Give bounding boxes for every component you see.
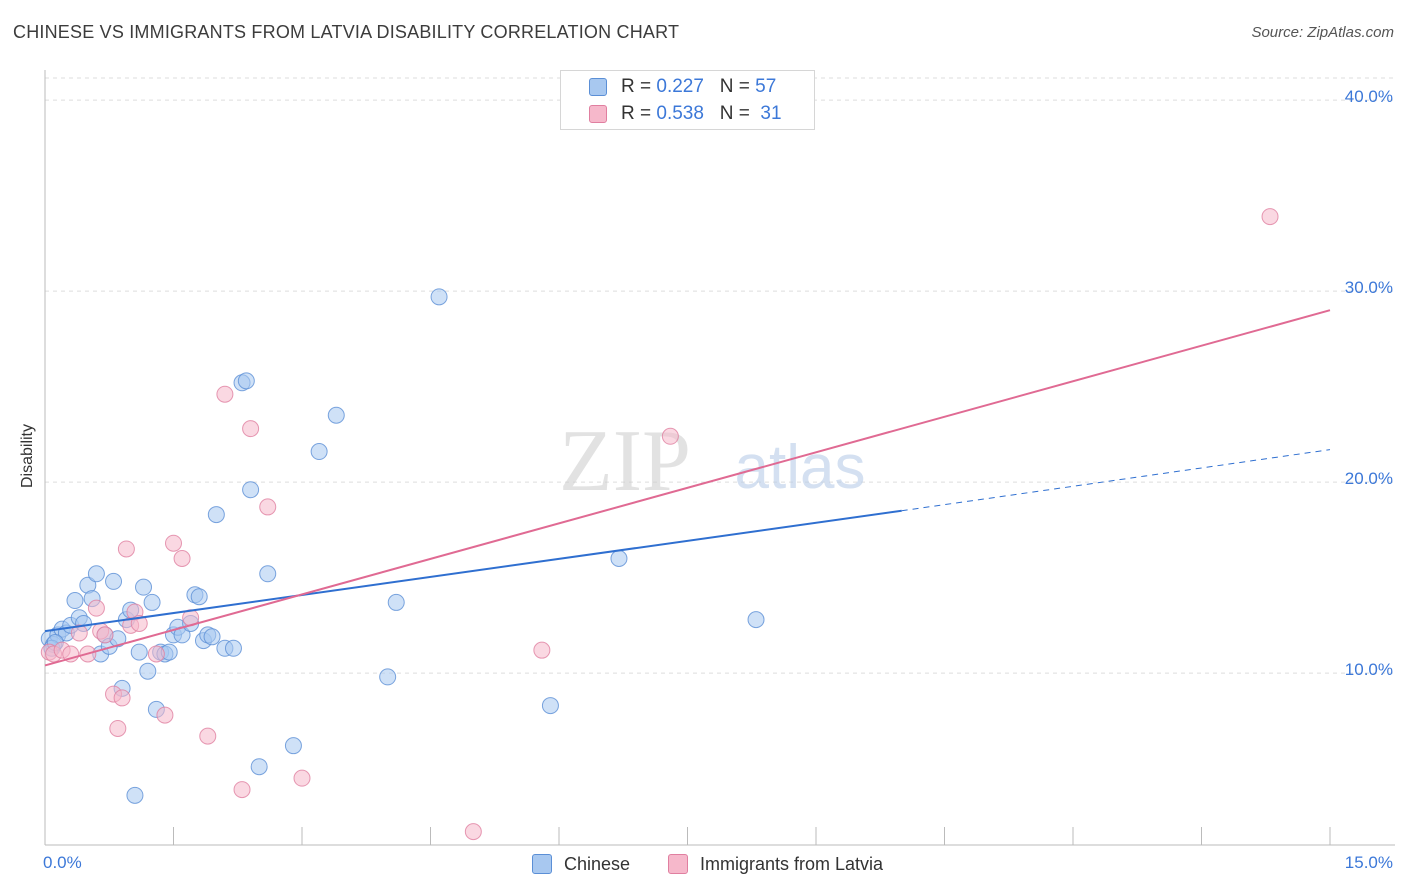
chinese-point: [387, 593, 405, 611]
y-tick-20: 20.0%: [1344, 469, 1393, 488]
latvia-point: [130, 614, 148, 632]
r-value: 0.227: [656, 76, 704, 97]
legend-item-latvia: Immigrants from Latvia: [668, 852, 883, 876]
chinese-point: [242, 481, 260, 499]
y-tick-10: 10.0%: [1344, 660, 1393, 679]
legend-label-latvia: Immigrants from Latvia: [700, 853, 884, 874]
chinese-trend-extension: [901, 449, 1331, 512]
chinese-point: [379, 668, 397, 686]
chinese-point: [747, 611, 765, 629]
latvia-point: [661, 427, 679, 445]
chinese-point: [130, 643, 148, 661]
latvia-point: [165, 534, 182, 552]
latvia-point: [242, 420, 260, 438]
latvia-point: [464, 823, 482, 841]
chinese-point: [190, 588, 208, 606]
latvia-point: [87, 599, 105, 617]
latvia-point: [259, 498, 277, 516]
latvia-point: [96, 626, 114, 644]
y-tick-40: 40.0%: [1344, 87, 1393, 106]
r-value: 0.538: [656, 103, 704, 124]
latvia-point: [533, 641, 551, 659]
chinese-legend-swatch: [532, 854, 552, 874]
latvia-legend-swatch: [668, 854, 688, 874]
chinese-point: [259, 565, 277, 583]
watermark-zip: ZIP: [559, 413, 691, 510]
n-label: N =: [719, 76, 756, 97]
chart-title: CHINESE VS IMMIGRANTS FROM LATVIA DISABI…: [13, 22, 680, 42]
chinese-point: [203, 628, 221, 646]
chinese-point: [143, 593, 161, 611]
latvia-point: [113, 689, 131, 707]
latvia-point: [199, 727, 217, 745]
chinese-point: [224, 639, 242, 657]
chinese-point: [207, 506, 225, 524]
chinese-swatch: [589, 78, 607, 96]
chinese-point: [327, 406, 345, 424]
chinese-point: [135, 578, 153, 596]
legend-label-chinese: Chinese: [564, 853, 631, 874]
correlation-legend: R = 0.227 N = 57 R = 0.538 N = 31: [560, 70, 815, 130]
chinese-point: [105, 572, 123, 590]
latvia-point: [293, 769, 311, 787]
latvia-trend-line: [44, 309, 1331, 667]
latvia-point: [216, 385, 234, 403]
latvia-swatch: [589, 105, 607, 123]
latvia-point: [173, 550, 191, 567]
latvia-point: [233, 781, 251, 799]
chinese-point: [310, 443, 328, 461]
chinese-point: [139, 662, 157, 680]
r-label: R =: [621, 76, 657, 97]
n-label: N =: [719, 103, 756, 124]
n-value: 57: [755, 76, 777, 97]
latvia-point: [109, 719, 127, 737]
source-label: Source: ZipAtlas.com: [1251, 24, 1394, 41]
chinese-point: [430, 288, 448, 306]
chinese-point: [541, 697, 559, 715]
latvia-point: [70, 624, 88, 642]
x-tick-max: 15.0%: [1344, 853, 1393, 872]
latvia-point: [147, 645, 165, 663]
chinese-point: [250, 758, 268, 776]
chinese-point: [284, 737, 302, 755]
n-value: 31: [760, 103, 782, 124]
latvia-point: [117, 540, 135, 558]
latvia-point: [1261, 208, 1279, 226]
x-tick-min: 0.0%: [43, 853, 82, 872]
r-label: R =: [621, 103, 657, 124]
chinese-point: [66, 592, 84, 610]
chinese-point: [237, 372, 255, 390]
chinese-trend-line: [44, 509, 902, 633]
chinese-point: [87, 565, 105, 583]
y-tick-30: 30.0%: [1344, 278, 1393, 297]
chinese-point: [610, 550, 628, 567]
legend-item-chinese: Chinese: [532, 852, 630, 876]
latvia-point: [156, 706, 174, 724]
chinese-point: [126, 786, 144, 804]
